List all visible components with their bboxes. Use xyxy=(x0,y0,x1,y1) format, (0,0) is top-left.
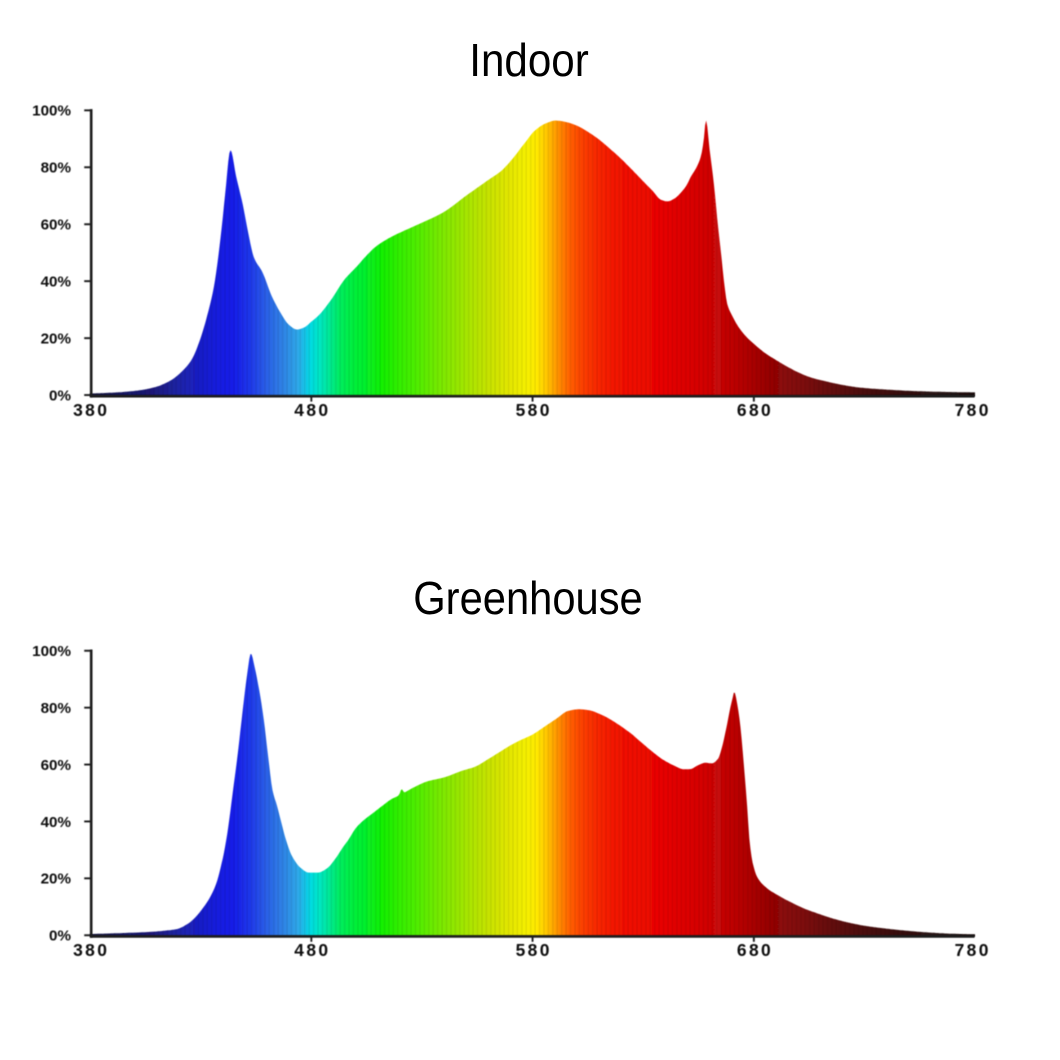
svg-text:100%: 100% xyxy=(32,643,71,660)
svg-text:780: 780 xyxy=(955,940,991,960)
svg-text:780: 780 xyxy=(955,400,991,420)
svg-text:680: 680 xyxy=(737,940,773,960)
svg-text:380: 380 xyxy=(73,400,109,420)
svg-text:0%: 0% xyxy=(49,387,71,404)
svg-text:380: 380 xyxy=(73,940,109,960)
svg-text:80%: 80% xyxy=(41,160,72,177)
svg-text:80%: 80% xyxy=(41,700,72,717)
svg-text:40%: 40% xyxy=(41,814,72,831)
svg-text:20%: 20% xyxy=(41,871,72,888)
svg-text:Greenhouse: Greenhouse xyxy=(413,572,643,624)
svg-text:580: 580 xyxy=(516,400,552,420)
svg-text:60%: 60% xyxy=(41,217,72,234)
svg-text:40%: 40% xyxy=(41,274,72,291)
svg-text:60%: 60% xyxy=(41,757,72,774)
svg-text:580: 580 xyxy=(516,940,552,960)
svg-text:20%: 20% xyxy=(41,331,72,348)
svg-text:0%: 0% xyxy=(49,928,71,945)
svg-text:480: 480 xyxy=(294,940,330,960)
svg-text:680: 680 xyxy=(737,400,773,420)
svg-text:Indoor: Indoor xyxy=(469,34,589,86)
svg-text:100%: 100% xyxy=(32,103,71,120)
svg-text:480: 480 xyxy=(294,400,330,420)
